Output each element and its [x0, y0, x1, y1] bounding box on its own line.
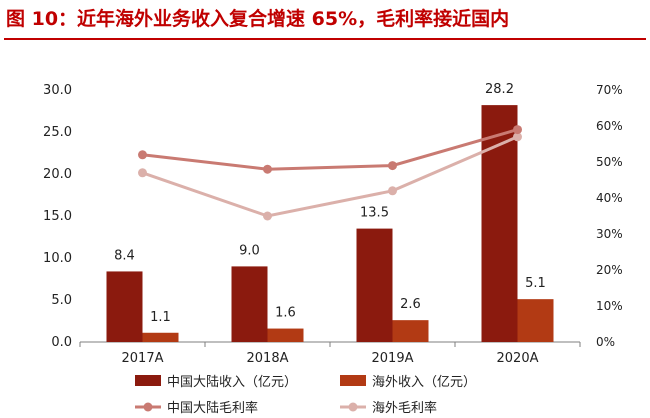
line-point — [513, 125, 522, 135]
title-rule — [4, 38, 646, 40]
left-axis-tick: 30.0 — [43, 83, 72, 98]
left-axis-tick: 0.0 — [51, 335, 72, 350]
legend-label: 海外毛利率 — [372, 400, 437, 416]
bar-data-label: 9.0 — [239, 243, 260, 258]
right-axis-tick: 10% — [596, 299, 623, 313]
line-point — [138, 150, 147, 160]
line-point — [263, 164, 272, 174]
right-axis-tick: 50% — [596, 155, 623, 169]
right-axis-tick: 0% — [596, 335, 615, 349]
legend-label: 中国大陆毛利率 — [167, 400, 258, 416]
bar-data-label: 28.2 — [485, 82, 514, 97]
bar-data-label: 8.4 — [114, 248, 135, 263]
bar-overseas-revenue — [517, 299, 554, 342]
left-axis-tick: 10.0 — [43, 251, 72, 266]
right-axis-tick: 30% — [596, 227, 623, 241]
line-point — [388, 186, 397, 196]
left-axis-tick: 15.0 — [43, 209, 72, 224]
bar-overseas-revenue — [392, 320, 429, 342]
bar-data-label: 1.6 — [275, 306, 296, 321]
right-axis-tick: 70% — [596, 83, 623, 97]
bar-data-label: 13.5 — [360, 206, 389, 221]
line-point — [513, 132, 522, 142]
bar-data-label: 1.1 — [150, 310, 171, 325]
line-series-overseas-margin — [142, 135, 519, 218]
left-axis-tick: 25.0 — [43, 125, 72, 140]
x-axis-tick-label: 2017A — [122, 351, 164, 366]
line-point — [388, 161, 397, 171]
legend-label: 海外收入（亿元） — [372, 375, 476, 390]
legend-swatch — [135, 375, 161, 386]
chart-title: 图 10：近年海外业务收入复合增速 65%，毛利率接近国内 — [6, 8, 510, 30]
x-axis-tick-label: 2018A — [247, 351, 289, 366]
legend-marker — [348, 402, 358, 412]
right-axis-tick: 20% — [596, 263, 623, 277]
right-axis-tick: 60% — [596, 119, 623, 133]
line-point — [263, 211, 272, 221]
legend-marker — [143, 402, 153, 412]
left-axis-tick: 5.0 — [51, 293, 72, 308]
bar-overseas-revenue — [142, 332, 179, 342]
right-axis-tick: 40% — [596, 191, 623, 205]
bar-data-label: 5.1 — [525, 276, 546, 291]
x-axis-tick-label: 2020A — [497, 351, 539, 366]
line-point — [138, 168, 147, 178]
x-axis-tick-label: 2019A — [372, 351, 414, 366]
bar-mainland-revenue — [231, 266, 268, 342]
legend-label: 中国大陆收入（亿元） — [167, 374, 297, 390]
bar-mainland-revenue — [106, 271, 143, 342]
left-axis-tick: 20.0 — [43, 167, 72, 182]
bar-mainland-revenue — [356, 228, 393, 342]
line-series-mainland-margin — [142, 128, 518, 171]
bar-data-label: 2.6 — [400, 297, 421, 312]
legend-swatch — [340, 375, 366, 386]
bar-overseas-revenue — [267, 328, 304, 342]
